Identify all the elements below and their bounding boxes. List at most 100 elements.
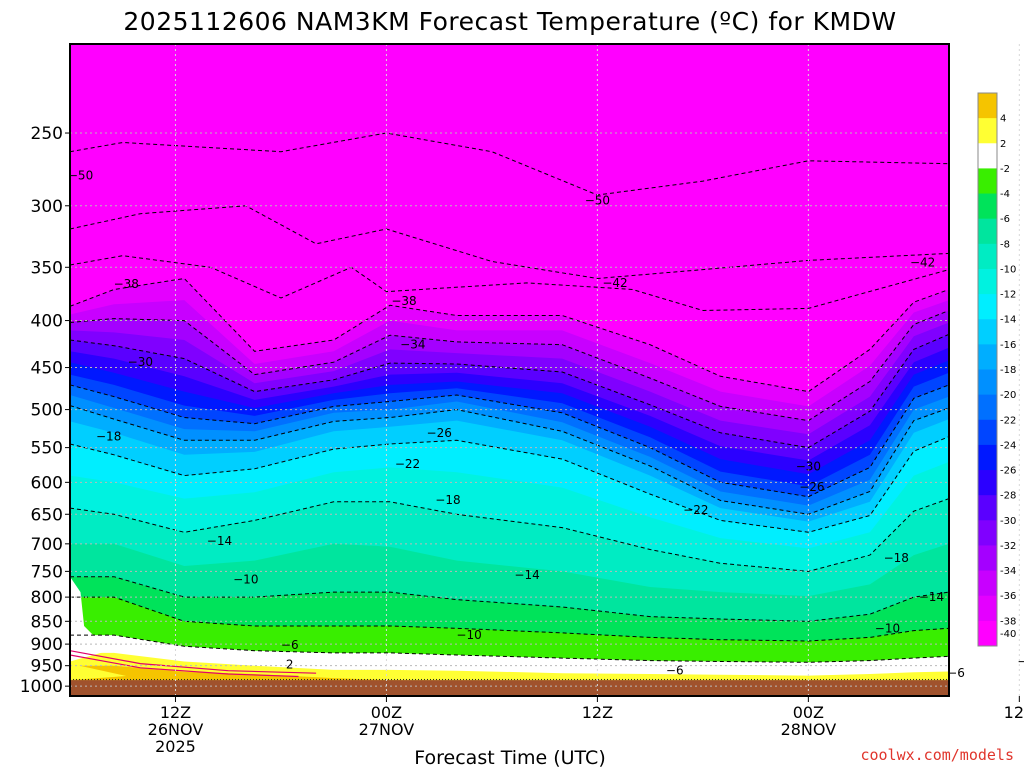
colorbar-swatch bbox=[978, 118, 997, 144]
contour-label: 2 bbox=[286, 657, 294, 671]
colorbar-swatch bbox=[978, 444, 997, 471]
surface-dotted-line bbox=[70, 678, 949, 682]
colorbar-swatch bbox=[978, 243, 997, 270]
contour-line-upper bbox=[70, 255, 949, 312]
contour-label: −42 bbox=[910, 256, 935, 270]
contour-label: −50 bbox=[68, 168, 93, 182]
contour-label: −18 bbox=[96, 430, 121, 444]
credit-link[interactable]: coolwx.com/models bbox=[860, 746, 1014, 764]
y-tick-label: 450 bbox=[31, 359, 63, 379]
colorbar-label: -12 bbox=[1000, 290, 1016, 301]
colorbar-label: -34 bbox=[1000, 566, 1016, 577]
x-tick-label: 00Z bbox=[793, 703, 824, 722]
x-axis: 12Z26NOV202500Z27NOV12Z00Z28NOV12Z bbox=[148, 696, 1024, 756]
y-tick-label: 650 bbox=[31, 505, 63, 525]
y-tick-label: 900 bbox=[31, 635, 63, 655]
colorbar-swatch bbox=[978, 344, 997, 370]
contour-label: −34 bbox=[400, 338, 425, 352]
contour-label: −38 bbox=[114, 277, 139, 291]
colorbar-label: -6 bbox=[1000, 214, 1010, 225]
y-tick-label: 950 bbox=[31, 657, 63, 677]
contour-label: −22 bbox=[395, 457, 420, 471]
grid-lines bbox=[70, 44, 1020, 696]
contour-label: −14 bbox=[207, 534, 232, 548]
y-tick-label: 1000 bbox=[20, 677, 63, 697]
x-tick-label: 26NOV bbox=[148, 720, 204, 739]
contour-label: −38 bbox=[391, 294, 416, 308]
contour-line bbox=[70, 277, 949, 393]
colorbar-swatch bbox=[978, 520, 997, 546]
colorbar-swatch bbox=[978, 218, 997, 245]
warm-pocket-yellow bbox=[70, 663, 127, 681]
y-tick-label: 500 bbox=[31, 401, 63, 421]
contour-label: −30 bbox=[796, 460, 821, 474]
x-tick-label: 12Z bbox=[1004, 703, 1024, 722]
colorbar-swatch bbox=[978, 394, 997, 421]
contour-label: −26 bbox=[799, 480, 824, 494]
contour-label: −6 bbox=[947, 666, 965, 680]
x-tick-label: 28NOV bbox=[781, 720, 837, 739]
chart-title: 2025112606 NAM3KM Forecast Temperature (… bbox=[123, 7, 896, 36]
contour-line bbox=[70, 634, 949, 663]
colorbar-swatch bbox=[978, 193, 997, 220]
y-tick-label: 850 bbox=[31, 612, 63, 632]
y-tick-label: 300 bbox=[31, 197, 63, 217]
x-tick-label: 12Z bbox=[582, 703, 613, 722]
contour-label: −30 bbox=[128, 355, 153, 369]
contour-line bbox=[70, 596, 949, 642]
colorbar-label: -4 bbox=[1000, 189, 1010, 200]
colorbar-label: -36 bbox=[1000, 591, 1016, 602]
contour-label: −14 bbox=[919, 590, 944, 604]
colorbar-label: -38 bbox=[1000, 616, 1016, 627]
x-tick-label: 12Z bbox=[160, 703, 191, 722]
colorbar-swatch bbox=[978, 93, 997, 119]
contour-label: −10 bbox=[1017, 654, 1024, 668]
x-tick-label: 27NOV bbox=[359, 720, 415, 739]
y-tick-label: 800 bbox=[31, 588, 63, 608]
contour-label: −42 bbox=[602, 276, 627, 290]
y-tick-label: 550 bbox=[31, 439, 63, 459]
contour-lines bbox=[70, 132, 949, 663]
x-tick-label: 00Z bbox=[371, 703, 402, 722]
colorbar-swatch bbox=[978, 369, 997, 396]
colorbar-frame bbox=[977, 92, 998, 647]
y-tick-label: 250 bbox=[31, 124, 63, 144]
colorbar-swatch bbox=[978, 570, 997, 597]
contour-line bbox=[70, 333, 949, 449]
colorbar-label: -40 bbox=[1000, 629, 1016, 640]
colorbar-swatch bbox=[978, 143, 997, 169]
contour-label: −10 bbox=[456, 628, 481, 642]
freezing-line-2 bbox=[70, 654, 299, 678]
x-axis-label: Forecast Time (UTC) bbox=[414, 747, 605, 768]
colorbar-swatch bbox=[978, 470, 997, 496]
colorbar-label: -30 bbox=[1000, 516, 1016, 527]
y-tick-label: 600 bbox=[31, 473, 63, 493]
colorbar-label: -14 bbox=[1000, 315, 1016, 326]
contour-label: −10 bbox=[875, 621, 900, 635]
contour-labels: −50 −50 −42 −42 −38 −38 −34 −30 −30 −26 −26 −22 −22 −… bbox=[68, 168, 1024, 680]
colorbar-swatch bbox=[978, 168, 997, 195]
contour-label: −6 bbox=[281, 638, 299, 652]
y-tick-label: 400 bbox=[31, 312, 63, 332]
contour-label: −18 bbox=[884, 551, 909, 565]
freezing-line-1 bbox=[70, 650, 317, 674]
ground-surface bbox=[70, 680, 949, 696]
contour-label: −22 bbox=[683, 503, 708, 517]
contour-line bbox=[70, 310, 949, 422]
colorbar-swatch bbox=[978, 595, 997, 622]
contour-line bbox=[70, 436, 949, 533]
contour-label: −18 bbox=[435, 493, 460, 507]
colorbar-label: -28 bbox=[1000, 491, 1016, 502]
colorbar-swatch bbox=[978, 419, 997, 446]
colorbar: 4 2 -2 -4 -6 -8 -10 -12 -14 -16 -18 -20 -22 -24 -26 -28… bbox=[977, 92, 1016, 647]
contour-label: −50 bbox=[585, 193, 610, 207]
colorbar-label: -16 bbox=[1000, 340, 1016, 351]
warm-pocket-white bbox=[70, 576, 109, 662]
colorbar-label: -8 bbox=[1000, 239, 1010, 250]
contour-line-upper bbox=[70, 132, 949, 196]
colorbar-label: -18 bbox=[1000, 365, 1016, 376]
y-tick-label: 750 bbox=[31, 562, 63, 582]
colorbar-label: -24 bbox=[1000, 440, 1016, 451]
colorbar-swatch bbox=[978, 545, 997, 572]
colorbar-swatch bbox=[978, 495, 997, 521]
